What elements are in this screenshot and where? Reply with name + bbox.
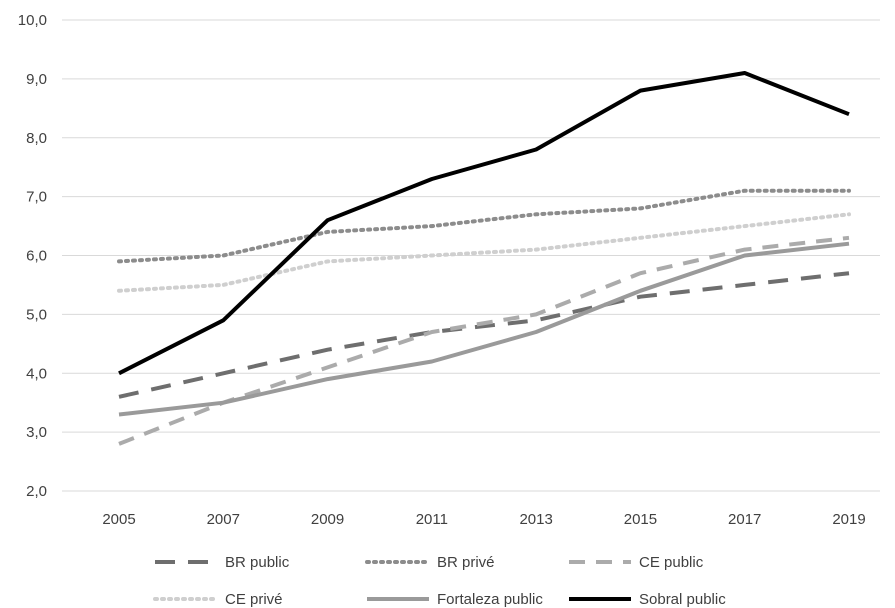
series-lines [117,71,851,446]
legend-label: BR privé [437,554,495,571]
y-tick-label: 5,0 [26,306,47,323]
legend-label: BR public [225,554,290,571]
series-line-sobral-public [118,71,850,376]
series-line-fortaleza-public [118,241,850,417]
y-tick-label: 8,0 [26,130,47,147]
legend-label: CE public [639,554,704,571]
legend-label: Sobral public [639,591,726,608]
legend-item: CE privé [153,591,283,608]
legend-item: BR privé [365,554,495,571]
x-tick-label: 2009 [311,511,344,528]
legend-item: Sobral public [569,591,726,608]
y-tick-label: 4,0 [26,365,47,382]
y-axis-ticks: 2,0 3,0 4,0 5,0 6,0 7,0 8,0 9,0 10,0 [18,12,47,500]
y-tick-label: 10,0 [18,12,47,29]
x-tick-label: 2015 [624,511,657,528]
x-tick-label: 2005 [102,511,135,528]
legend: BR public BR privé CE public CE privé Fortal… [153,554,726,608]
legend-item: BR public [155,554,290,571]
legend-item: CE public [569,554,704,571]
x-tick-label: 2019 [832,511,865,528]
x-axis-ticks: 2005 2007 2009 2011 2013 2015 2017 2019 [102,511,865,528]
y-tick-label: 6,0 [26,248,47,265]
series-line-br-public [118,271,850,399]
series-line-ce-public [118,235,850,446]
y-tick-label: 3,0 [26,424,47,441]
x-tick-label: 2007 [207,511,240,528]
x-tick-label: 2011 [416,511,448,528]
series-line-br-priv- [117,188,851,264]
series-line-ce-priv- [117,212,851,293]
y-tick-label: 7,0 [26,189,47,206]
x-tick-label: 2013 [519,511,552,528]
legend-label: CE privé [225,591,283,608]
y-tick-label: 9,0 [26,71,47,88]
x-tick-label: 2017 [728,511,761,528]
legend-item: Fortaleza public [367,591,543,608]
y-tick-label: 2,0 [26,483,47,500]
legend-label: Fortaleza public [437,591,543,608]
